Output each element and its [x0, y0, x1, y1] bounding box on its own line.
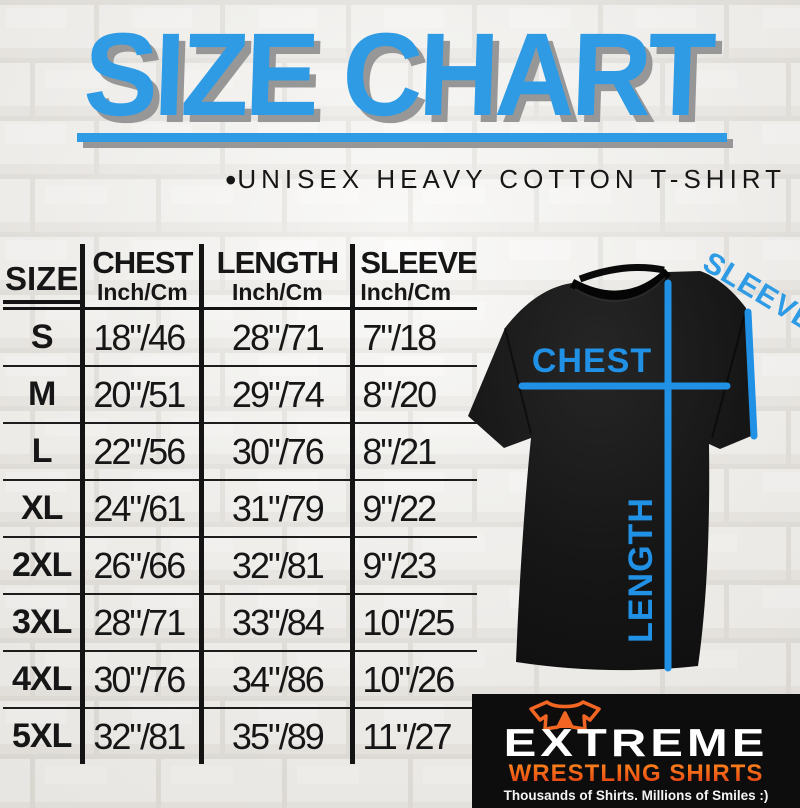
page-title: SIZE CHART	[81, 9, 715, 141]
sleeve-measure-line	[744, 308, 758, 440]
cell-size: S	[3, 308, 83, 367]
table-row: M 20"/51 29"/74 8"/20	[3, 366, 477, 424]
cell-sleeve: 10"/25	[350, 594, 477, 652]
collar-back	[578, 263, 665, 283]
collar-band	[569, 268, 672, 300]
size-table-body: S 18"/46 28"/71 7"/18 M 20"/51 29"/74 8"/20 L 22"…	[3, 308, 477, 764]
bullet-icon: •	[225, 162, 237, 198]
cell-sleeve: 7"/18	[350, 308, 477, 367]
table-row: 5XL 32"/81 35"/89 11"/27	[3, 708, 477, 764]
cell-size: XL	[3, 480, 83, 538]
cell-length: 35"/89	[199, 708, 353, 764]
cell-length: 32"/81	[199, 537, 353, 595]
measure-lines	[518, 279, 758, 672]
length-label: LENGTH	[622, 497, 660, 643]
column-header-chest: CHEST Inch/Cm	[80, 244, 202, 310]
table-header-row: SIZE CHEST Inch/Cm LENGTH Inch/Cm SLEEVE…	[3, 244, 478, 310]
cell-chest: 20"/51	[80, 366, 202, 424]
tshirt-image	[468, 263, 756, 671]
cell-chest: 30"/76	[80, 651, 202, 709]
cell-sleeve: 8"/20	[350, 366, 477, 424]
cell-size: 3XL	[3, 594, 83, 652]
cell-sleeve: 11"/27	[350, 708, 477, 764]
column-header-length: LENGTH Inch/Cm	[199, 244, 353, 310]
tshirt-diagram: CHEST LENGTH SLEEVE	[468, 246, 800, 672]
brand-tagline: Thousands of Shirts. Millions of Smiles …	[503, 788, 769, 803]
cell-size: 5XL	[12, 717, 72, 755]
cell-length: 34"/86	[199, 651, 353, 709]
cell-length: 29"/74	[199, 366, 353, 424]
subtitle-text: UNISEX HEAVY COTTON T-SHIRT	[237, 164, 786, 194]
table-row: 4XL 30"/76 34"/86 10"/26	[3, 651, 477, 709]
cell-size: 4XL	[3, 651, 83, 709]
table-row: L 22"/56 30"/76 8"/21	[3, 423, 477, 481]
title-underline-bar	[77, 133, 727, 142]
brand-subtitle: WRESTLING SHIRTS	[472, 760, 800, 787]
cell-length: 28"/71	[199, 308, 353, 367]
cell-sleeve: 9"/23	[350, 537, 477, 595]
cell-size: L	[3, 423, 83, 481]
cell-chest: 24"/61	[80, 480, 202, 538]
cell-sleeve: 8"/21	[350, 423, 477, 481]
cell-chest: 28"/71	[80, 594, 202, 652]
size-chart-table: SIZE CHEST Inch/Cm LENGTH Inch/Cm SLEEVE…	[3, 244, 478, 764]
column-header-size: SIZE	[3, 244, 83, 310]
table-row: S 18"/46 28"/71 7"/18	[3, 308, 477, 367]
cell-chest: 26"/66	[80, 537, 202, 595]
cell-length: 31"/79	[199, 480, 353, 538]
chest-label: CHEST	[532, 342, 652, 380]
table-row: 3XL 28"/71 33"/84 10"/25	[3, 594, 477, 652]
cell-size: M	[3, 366, 83, 424]
cell-sleeve: 9"/22	[350, 480, 477, 538]
brand-logo: EXTREME WRESTLING SHIRTS Thousands of Sh…	[472, 694, 800, 808]
column-header-sleeve: SLEEVE Inch/Cm	[350, 244, 478, 310]
cell-length: 30"/76	[199, 423, 353, 481]
subtitle: •UNISEX HEAVY COTTON T-SHIRT	[225, 162, 786, 199]
cell-size: 2XL	[3, 537, 83, 595]
table-row: 2XL 26"/66 32"/81 9"/23	[3, 537, 477, 595]
table-row: XL 24"/61 31"/79 9"/22	[3, 480, 477, 538]
brand-name: EXTREME	[503, 721, 769, 765]
cell-length: 33"/84	[199, 594, 353, 652]
cell-chest: 22"/56	[80, 423, 202, 481]
cell-sleeve: 10"/26	[350, 651, 477, 709]
tshirt-icon	[529, 700, 601, 731]
cell-chest: 32"/81	[80, 708, 202, 764]
cell-chest: 18"/46	[80, 308, 202, 367]
